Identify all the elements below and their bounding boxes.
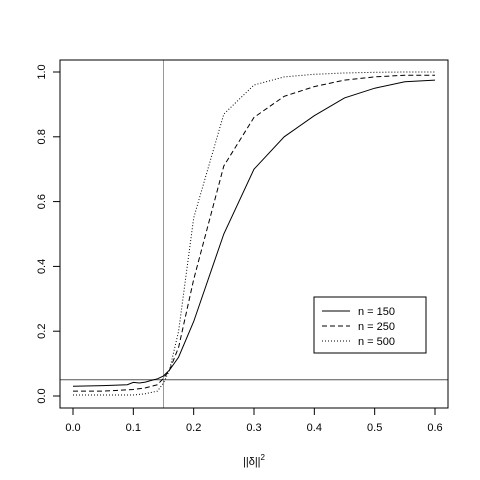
x-tick-label: 0.1 <box>126 422 141 434</box>
plot-frame <box>59 59 449 409</box>
y-tick-label: 0.0 <box>36 388 48 403</box>
series-line-1 <box>72 79 436 387</box>
x-axis-label-superscript: 2 <box>261 453 266 462</box>
x-tick-label: 0.0 <box>65 422 80 434</box>
series-line-2 <box>73 74 435 392</box>
series-lines <box>72 71 436 396</box>
y-tick-label: 0.2 <box>36 324 48 339</box>
legend-label-3: n = 500 <box>358 336 395 348</box>
x-axis: 0.0 0.1 0.2 0.3 0.4 0.5 0.6 <box>65 407 443 434</box>
x-axis-label: ||δ|| <box>243 456 261 468</box>
x-tick-label: 0.6 <box>427 422 442 434</box>
legend-box <box>313 296 427 354</box>
y-tick-label: 0.4 <box>36 259 48 274</box>
legend-label-2: n = 250 <box>358 321 395 333</box>
x-tick-label: 0.4 <box>307 422 322 434</box>
y-tick-label: 0.8 <box>36 129 48 144</box>
x-axis-title: ||δ||2 <box>243 453 266 468</box>
y-axis: 0.0 0.2 0.4 0.6 0.8 1.0 <box>36 64 61 404</box>
x-tick-label: 0.2 <box>186 422 201 434</box>
reference-lines <box>60 60 448 408</box>
legend-label-1: n = 150 <box>358 306 395 318</box>
legend: n = 150 n = 250 n = 500 <box>313 296 427 354</box>
x-tick-label: 0.5 <box>367 422 382 434</box>
y-tick-label: 0.6 <box>36 194 48 209</box>
y-tick-label: 1.0 <box>36 64 48 79</box>
x-tick-label: 0.3 <box>246 422 261 434</box>
